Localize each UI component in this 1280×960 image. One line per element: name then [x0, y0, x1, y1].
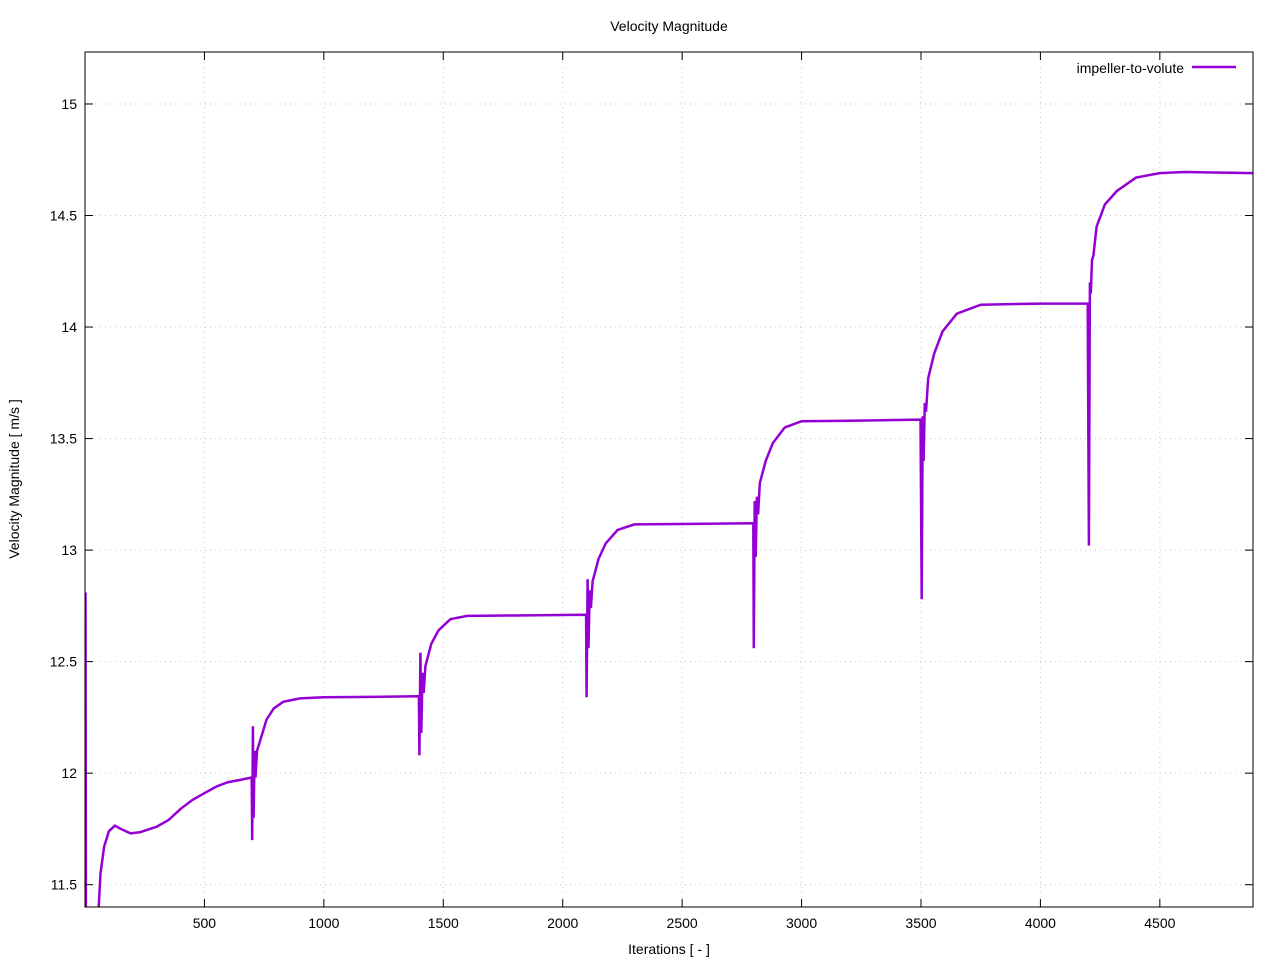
y-tick-label: 12	[61, 765, 77, 781]
x-axis-label: Iterations [ - ]	[628, 941, 710, 957]
series-line-impeller-to-volute	[85, 170, 1253, 907]
x-tick-label: 4500	[1144, 915, 1175, 931]
chart-title: Velocity Magnitude	[610, 18, 728, 34]
y-tick-label: 13	[61, 542, 77, 558]
x-tick-label: 2500	[667, 915, 698, 931]
plot-frame	[84, 51, 1254, 908]
legend-label: impeller-to-volute	[1077, 60, 1185, 76]
x-tick-label: 1000	[308, 915, 339, 931]
x-tick-label: 2000	[547, 915, 578, 931]
series-layer	[85, 170, 1253, 907]
x-tick-label: 4000	[1025, 915, 1056, 931]
x-tick-label: 500	[193, 915, 217, 931]
grid	[85, 52, 1253, 907]
y-tick-label: 12.5	[50, 654, 77, 670]
x-tick-label: 3000	[786, 915, 817, 931]
x-tick-label: 1500	[428, 915, 459, 931]
y-tick-label: 11.5	[51, 877, 77, 893]
y-tick-label: 13.5	[50, 431, 77, 447]
y-tick-label: 14.5	[50, 208, 77, 224]
ticks: 500 1000 1500 2000 2500 3000 3500 4000 4500 11.5 1…	[50, 52, 1253, 931]
y-tick-label: 15	[61, 96, 77, 112]
legend: impeller-to-volute	[1077, 60, 1236, 76]
x-tick-label: 3500	[905, 915, 936, 931]
y-tick-label: 14	[61, 319, 77, 335]
y-axis-label: Velocity Magnitude [ m/s ]	[6, 399, 22, 559]
